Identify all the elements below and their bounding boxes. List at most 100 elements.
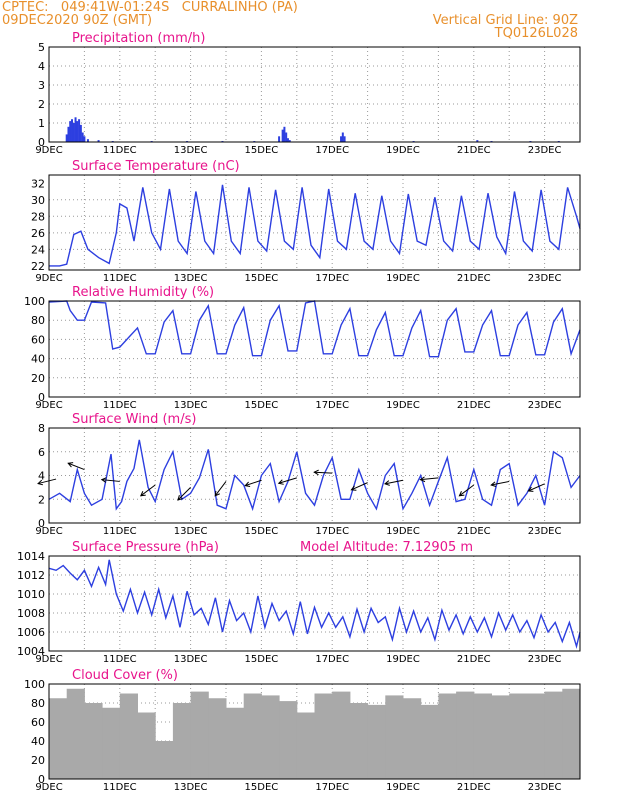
- wind-xtick-label: 13DEC: [174, 526, 208, 537]
- cloud-xtick-label: 19DEC: [386, 782, 420, 793]
- pressure-series-line: [48, 559, 581, 649]
- temp-ytick-label: 24: [31, 243, 45, 256]
- temp-ytick-label: 26: [31, 227, 45, 240]
- wind-arrow-head: [37, 479, 44, 486]
- precip-frame: [48, 46, 581, 143]
- precip-ytick-label: 2: [38, 98, 45, 111]
- humidity-xtick-label: 21DEC: [457, 400, 491, 411]
- temp-frame: [48, 174, 581, 271]
- precip-bar: [340, 136, 343, 142]
- cloud-bar: [403, 698, 422, 779]
- humidity-xtick-label: 15DEC: [245, 400, 279, 411]
- pressure-xtick-label: 23DEC: [528, 654, 562, 665]
- pressure-xtick-label: 21DEC: [457, 654, 491, 665]
- precip-xtick-label: 23DEC: [528, 145, 562, 156]
- precip-bar: [71, 119, 74, 142]
- wind-series-line: [48, 439, 581, 512]
- wind-arrow: [68, 462, 85, 471]
- temp-ytick-label: 28: [31, 210, 45, 223]
- wind-xtick-label: 21DEC: [457, 526, 491, 537]
- precip-ytick-label: 5: [38, 41, 45, 54]
- wind-arrow-head: [214, 490, 220, 497]
- precip-xtick-label: 9DEC: [35, 145, 62, 156]
- temp-ytick-label: 22: [31, 260, 45, 273]
- cloud-bar: [279, 701, 298, 779]
- precip-bar: [343, 136, 346, 142]
- humidity-ytick-label: 60: [31, 333, 45, 346]
- cloud-bar: [385, 695, 404, 779]
- wind-arrow-head: [177, 495, 183, 501]
- wind-arrow-head: [350, 485, 357, 491]
- precip-bar: [283, 126, 286, 142]
- wind-arrow: [140, 484, 156, 497]
- wind-ytick-label: 4: [38, 470, 45, 483]
- cloud-bar: [438, 693, 457, 779]
- cloud-bar: [243, 693, 262, 779]
- wind-xtick-label: 15DEC: [245, 526, 279, 537]
- pressure-xtick-label: 19DEC: [386, 654, 420, 665]
- precip-bar: [81, 132, 84, 142]
- wind-arrow: [351, 482, 368, 491]
- cloud-title: Cloud Cover (%): [72, 668, 178, 683]
- temp-xtick-label: 21DEC: [457, 273, 491, 284]
- wind-arrow-head: [100, 477, 107, 483]
- precip-bar: [288, 140, 291, 142]
- wind-arrow-head: [277, 479, 284, 485]
- humidity-ytick-label: 20: [31, 372, 45, 385]
- precip-xtick-label: 15DEC: [245, 145, 279, 156]
- cloud-xtick-label: 15DEC: [245, 782, 279, 793]
- humidity-frame: [48, 300, 581, 398]
- cloud-bar: [491, 695, 510, 779]
- temp-ytick-label: 32: [31, 177, 45, 190]
- precip-bar: [78, 119, 81, 142]
- wind-arrow-head: [313, 469, 319, 476]
- humidity-title: Relative Humidity (%): [72, 285, 214, 300]
- cloud-bar: [473, 693, 492, 779]
- humidity-xtick-label: 19DEC: [386, 400, 420, 411]
- cloud-xtick-label: 17DEC: [315, 782, 349, 793]
- cloud-ytick-label: 60: [31, 716, 45, 729]
- cloud-bar: [509, 693, 528, 779]
- wind-xtick-label: 9DEC: [35, 526, 62, 537]
- precip-xtick-label: 21DEC: [457, 145, 491, 156]
- model-altitude-label: Model Altitude: 7.12905 m: [300, 540, 473, 555]
- cloud-bar: [296, 712, 315, 779]
- humidity-xtick-label: 23DEC: [528, 400, 562, 411]
- cloud-bar: [226, 707, 245, 779]
- wind-arrow-head: [458, 491, 465, 497]
- precip-xtick-label: 11DEC: [103, 145, 137, 156]
- precip-bar: [97, 140, 100, 142]
- pressure-xtick-label: 13DEC: [174, 654, 208, 665]
- precip-bar: [69, 121, 72, 142]
- temp-xtick-label: 15DEC: [245, 273, 279, 284]
- precip-ytick-label: 3: [38, 79, 45, 92]
- pressure-xtick-label: 17DEC: [315, 654, 349, 665]
- pressure-xtick-label: 9DEC: [35, 654, 62, 665]
- humidity-series-line: [48, 300, 581, 358]
- wind-arrow: [459, 484, 475, 497]
- precip-bar: [86, 139, 89, 142]
- cloud-bar: [349, 703, 369, 779]
- precip-bar: [341, 132, 344, 142]
- cloud-bar: [84, 703, 103, 779]
- pressure-xtick-label: 15DEC: [245, 654, 279, 665]
- station-header: CPTEC: 049:41W-01:24S CURRALINHO (PA): [2, 0, 298, 15]
- wind-arrow: [528, 483, 545, 492]
- wind-arrow-head: [419, 476, 426, 483]
- precip-ytick-label: 1: [38, 117, 45, 130]
- wind-arrow: [278, 477, 297, 484]
- pressure-ytick-label: 1006: [17, 626, 45, 639]
- wind-xtick-label: 23DEC: [528, 526, 562, 537]
- cloud-bar: [314, 693, 333, 779]
- humidity-xtick-label: 17DEC: [315, 400, 349, 411]
- cloud-bar: [420, 704, 439, 779]
- precip-xtick-label: 17DEC: [315, 145, 349, 156]
- cloud-ytick-label: 80: [31, 697, 45, 710]
- cloud-bar: [208, 698, 227, 779]
- pressure-ytick-label: 1012: [17, 569, 45, 582]
- cloud-bar: [367, 704, 386, 779]
- wind-ytick-label: 8: [38, 422, 45, 435]
- cloud-bar: [456, 691, 475, 779]
- model-code: TQ0126L028: [494, 26, 578, 41]
- cloud-xtick-label: 13DEC: [174, 782, 208, 793]
